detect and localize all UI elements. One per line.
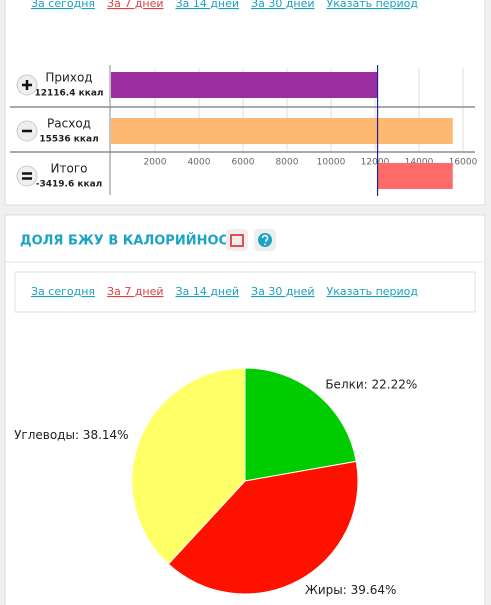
help-glyph-dot <box>264 243 266 246</box>
pie-slice <box>244 367 357 482</box>
panel-title: ДОЛЯ БЖУ В КАЛОРИЙНОСТИ <box>20 233 248 249</box>
x-tick-label: 4000 <box>188 158 211 168</box>
bar <box>111 118 453 144</box>
period-link[interactable]: За сегодня <box>31 285 95 298</box>
period-link[interactable]: За 7 дней <box>107 285 164 298</box>
row-label: Итого <box>51 162 88 176</box>
pie-label: Белки: 22.22% <box>325 378 417 392</box>
period-box <box>14 271 476 313</box>
row-label: Приход <box>45 71 92 85</box>
row-value: 15536 ккал <box>39 135 98 145</box>
pie-slice <box>167 460 359 595</box>
x-tick-label: 16000 <box>449 158 478 168</box>
period-link[interactable]: За сегодня <box>31 0 95 10</box>
period-link[interactable]: За 30 дней <box>251 285 315 298</box>
period-link[interactable]: Указать период <box>327 0 419 10</box>
period-link[interactable]: За 14 дней <box>176 285 240 298</box>
period-link[interactable]: За 7 дней <box>107 0 164 10</box>
help-glyph <box>261 234 269 242</box>
period-link[interactable]: За 30 дней <box>251 0 315 10</box>
help-icon <box>258 233 272 247</box>
row-value: -3419.6 ккал <box>36 180 102 190</box>
row-label: Расход <box>47 117 91 131</box>
row-value: 12116.4 ккал <box>34 89 103 99</box>
row-button[interactable] <box>16 165 38 187</box>
bar <box>111 72 378 98</box>
x-tick-label: 2000 <box>144 158 167 168</box>
x-tick-label: 6000 <box>232 158 255 168</box>
x-tick-label: 10000 <box>317 158 346 168</box>
x-tick-label: 12000 <box>361 158 390 168</box>
calendar-icon <box>230 234 244 247</box>
pie-slice <box>131 367 246 565</box>
pie-label: Жиры: 39.64% <box>305 583 396 597</box>
period-link[interactable]: За 14 дней <box>176 0 240 10</box>
calendar-button[interactable] <box>226 229 248 251</box>
bar <box>377 163 453 189</box>
x-tick-label: 8000 <box>276 158 299 168</box>
period-link[interactable]: Указать период <box>327 285 419 298</box>
x-tick-label: 14000 <box>405 158 434 168</box>
pie-label: Углеводы: 38.14% <box>14 428 128 442</box>
